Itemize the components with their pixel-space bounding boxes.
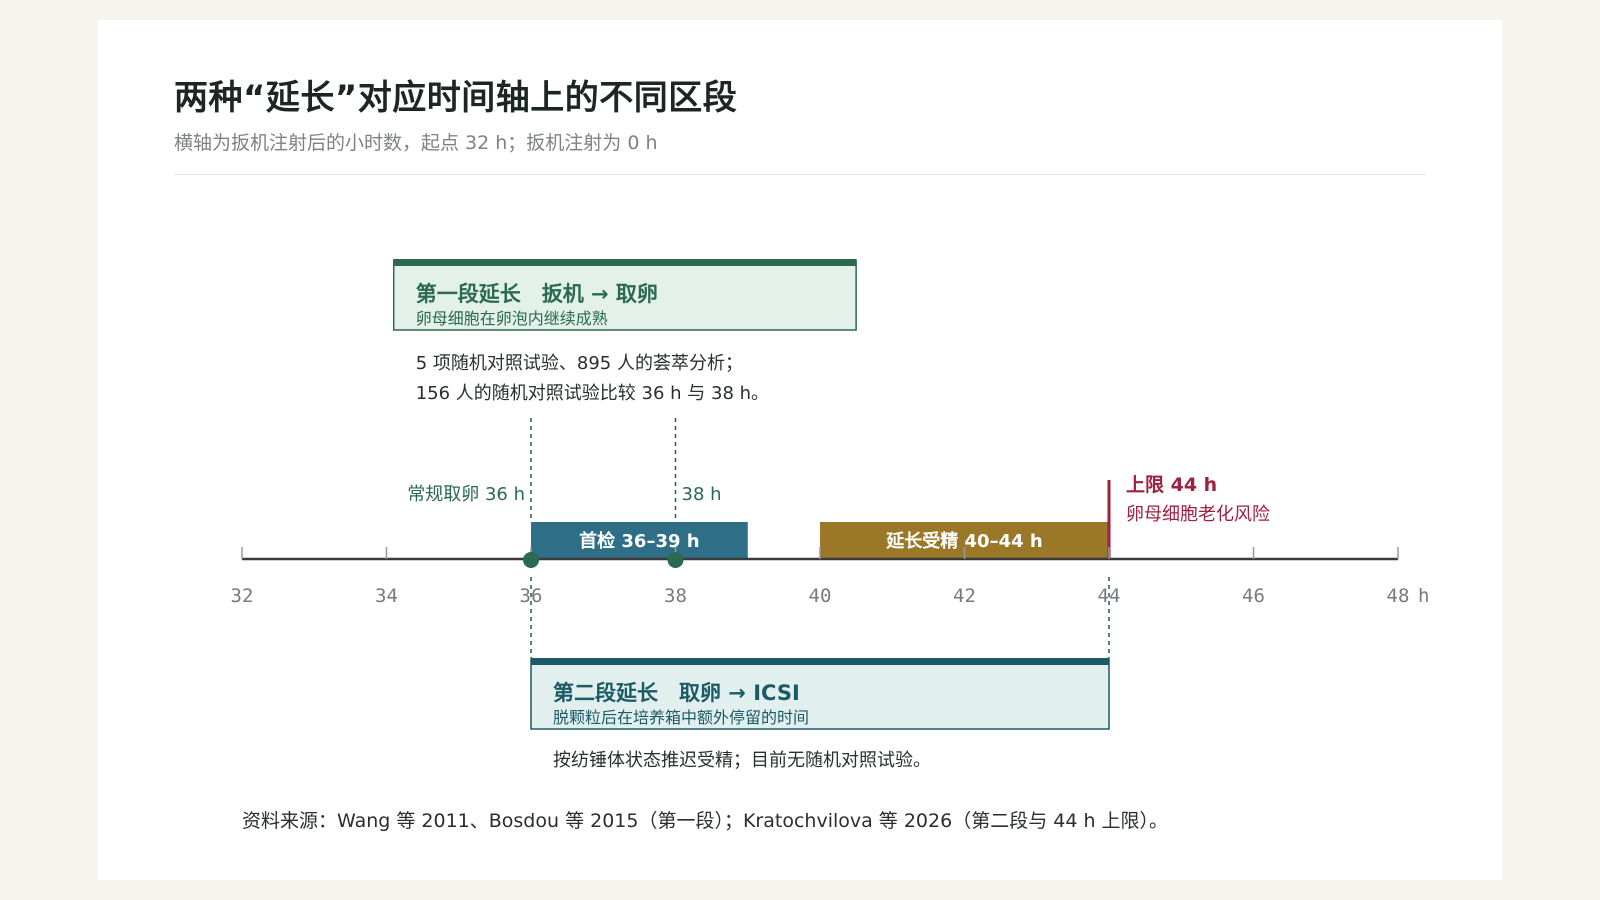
axis-tick-label: 32 <box>231 585 254 607</box>
axis-tick-label: 34 <box>375 585 398 607</box>
marker-38-label: 38 h <box>682 484 722 505</box>
figure-card <box>98 20 1502 880</box>
stage2-note: 按纺锤体状态推迟受精；目前无随机对照试验。 <box>553 750 931 771</box>
stage1-subtitle: 卵母细胞在卵泡内继续成熟 <box>416 309 608 328</box>
axis-unit-label: h <box>1418 585 1429 607</box>
bar-first-check-label: 首检 36–39 h <box>579 530 699 552</box>
figure-title: 两种“延长”对应时间轴上的不同区段 <box>174 78 738 118</box>
axis-tick-label: 48 <box>1387 585 1410 607</box>
stage1-note-line-2: 156 人的随机对照试验比较 36 h 与 38 h。 <box>416 383 769 404</box>
stage2-box: 第二段延长 取卵 → ICSI 脱颗粒后在培养箱中额外停留的时间 <box>530 658 1110 730</box>
stage2-subtitle: 脱颗粒后在培养箱中额外停留的时间 <box>553 708 809 727</box>
axis-tick-label: 42 <box>953 585 976 607</box>
axis-ticks: 32 34 36 38 40 42 44 46 48 h <box>231 547 1429 607</box>
upper-limit-sublabel: 卵母细胞老化风险 <box>1126 504 1270 525</box>
figure-subtitle: 横轴为扳机注射后的小时数，起点 32 h；扳机注射为 0 h <box>174 132 658 154</box>
upper-limit-label: 上限 44 h <box>1126 474 1217 496</box>
axis-tick-label: 40 <box>809 585 832 607</box>
stage2-box-bg <box>530 658 1110 730</box>
stage2-title: 第二段延长 取卵 → ICSI <box>553 681 800 705</box>
bar-extended-fertilization-label: 延长受精 40–44 h <box>885 530 1042 552</box>
stage1-note-line-1: 5 项随机对照试验、895 人的荟萃分析； <box>416 353 743 374</box>
source-note: 资料来源：Wang 等 2011、Bosdou 等 2015（第一段）；Krat… <box>242 810 1169 832</box>
bar-first-check <box>531 522 748 559</box>
stage2-box-topbar <box>531 658 1109 665</box>
stage1-title: 第一段延长 扳机 → 取卵 <box>416 282 658 306</box>
stage1-box: 第一段延长 扳机 → 取卵 卵母细胞在卵泡内继续成熟 <box>392 259 857 331</box>
marker-36-dot <box>523 552 539 568</box>
stage1-box-bg <box>392 259 857 331</box>
marker-36-label: 常规取卵 36 h <box>407 484 525 505</box>
title-divider <box>174 174 1426 175</box>
axis-tick-label: 38 <box>664 585 687 607</box>
stage1-box-topbar <box>393 259 857 266</box>
marker-38-dot <box>667 552 684 568</box>
axis-tick-label: 46 <box>1242 585 1265 607</box>
